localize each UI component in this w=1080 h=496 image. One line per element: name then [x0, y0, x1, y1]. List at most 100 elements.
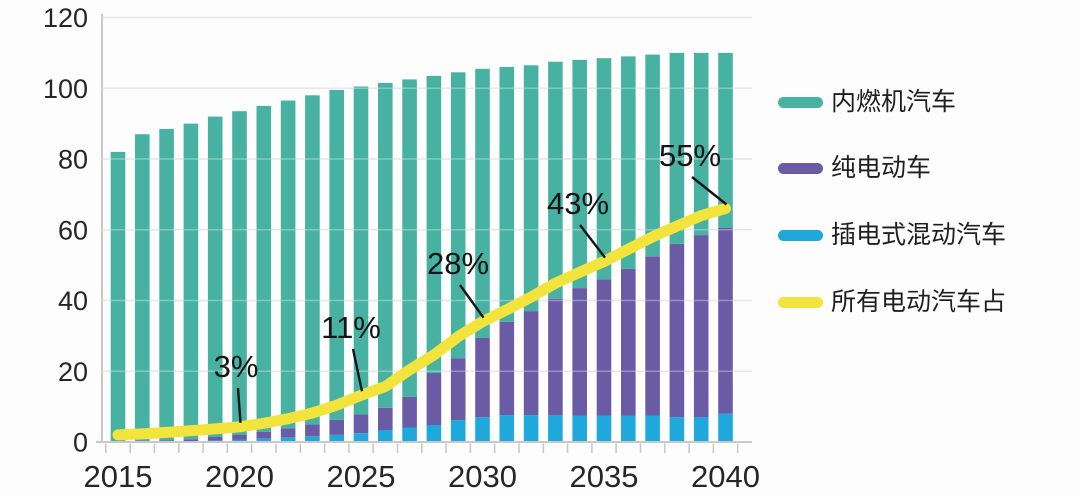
y-tick-label-80: 80: [58, 145, 88, 175]
bar-segment-内燃机汽车-2016: [135, 134, 150, 441]
bar-segment-插电式混动汽车-2026: [378, 430, 393, 442]
bar-segment-内燃机汽车-2028: [426, 75, 442, 374]
annotation-pointer-3%: [236, 387, 242, 423]
bar-segment-内燃机汽车-2015: [110, 151, 126, 442]
bars: [110, 52, 733, 442]
bar-segment-插电式混动汽车-2035: [596, 415, 612, 442]
x-tick-label-2020: 2020: [205, 459, 274, 494]
legend-label-ev-share: 所有电动汽车占: [831, 288, 1007, 316]
y-tick-label-40: 40: [58, 286, 88, 316]
bar-segment-插电式混动汽车-2037: [645, 415, 660, 442]
legend-label-ice: 内燃机汽车: [831, 88, 957, 116]
bar-segment-插电式混动汽车-2038: [669, 417, 685, 442]
annotation-label-43%: 43%: [547, 186, 609, 221]
ev-share-line: [112, 203, 731, 441]
bar-segment-内燃机汽车-2031: [499, 67, 515, 322]
bar-segment-插电式混动汽车-2027: [402, 427, 417, 442]
bar-segment-纯电动车-2030: [475, 338, 490, 418]
bar-segment-纯电动车-2029: [450, 358, 466, 421]
bar-segment-纯电动车-2018: [183, 439, 199, 442]
legend-item-ev-share: 所有电动汽车占: [778, 290, 1006, 315]
bar-segment-内燃机汽车-2033: [548, 61, 563, 299]
bar-segment-插电式混动汽车-2030: [475, 417, 490, 442]
bar-segment-内燃机汽车-2039: [693, 52, 709, 236]
bar-segment-纯电动车-2037: [645, 256, 660, 416]
bar-segment-纯电动车-2034: [572, 288, 587, 416]
bar-segment-纯电动车-2026: [378, 407, 393, 430]
bar-segment-插电式混动汽车-2028: [426, 425, 442, 442]
bar-segment-插电式混动汽车-2036: [621, 415, 636, 442]
legend-item-phev: 插电式混动汽车: [778, 223, 1006, 248]
y-tick-label-0: 0: [73, 428, 88, 458]
bar-segment-内燃机汽车-2025: [353, 86, 369, 415]
bar-segment-纯电动车-2039: [693, 235, 709, 418]
x-axis-labels: 2015 2020 2025 2030 2035 2040: [84, 459, 760, 494]
bar-segment-纯电动车-2017: [159, 440, 174, 442]
annotations: 3% 11% 28% 43% 55%: [214, 138, 728, 423]
bar-segment-插电式混动汽车-2034: [572, 415, 587, 442]
bar-segment-内燃机汽车-2026: [378, 82, 393, 408]
legend-label-bev: 纯电动车: [831, 154, 932, 182]
bar-segment-内燃机汽车-2027: [402, 79, 417, 397]
legend-label-phev: 插电式混动汽车: [831, 221, 1007, 249]
bar-segment-插电式混动汽车-2029: [450, 420, 466, 442]
bar-segment-内燃机汽车-2032: [523, 65, 539, 312]
bar-segment-内燃机汽车-2036: [621, 56, 636, 269]
bar-segment-纯电动车-2021: [256, 431, 272, 439]
bar-segment-插电式混动汽车-2032: [523, 415, 539, 442]
bar-segment-纯电动车-2031: [499, 321, 515, 416]
annotation-label-28%: 28%: [427, 246, 489, 281]
bar-segment-纯电动车-2033: [548, 298, 563, 416]
annotation-label-3%: 3%: [214, 349, 259, 384]
bar-segment-插电式混动汽车-2031: [499, 415, 515, 442]
y-axis-labels: 0 20 40 60 80 100 120: [43, 3, 88, 458]
annotation-label-55%: 55%: [659, 138, 721, 173]
annotation-pointer-28%: [459, 284, 485, 319]
annotation-pointer-43%: [579, 224, 606, 259]
y-tick-label-60: 60: [58, 215, 88, 245]
phev-swatch: [778, 230, 823, 241]
bev-swatch: [778, 163, 823, 174]
bar-segment-内燃机汽车-2034: [572, 59, 587, 289]
x-tick-label-2035: 2035: [570, 459, 639, 494]
annotation-pointer-55%: [691, 176, 728, 206]
bar-segment-纯电动车-2019: [207, 437, 223, 441]
bar-segment-纯电动车-2036: [621, 268, 636, 416]
bar-segment-插电式混动汽车-2023: [305, 436, 320, 442]
y-tick-label-120: 120: [43, 3, 88, 33]
x-tick-label-2040: 2040: [691, 459, 760, 494]
bar-segment-内燃机汽车-2029: [450, 72, 466, 359]
bar-segment-纯电动车-2022: [280, 428, 296, 438]
bar-segment-插电式混动汽车-2020: [232, 439, 247, 442]
bar-segment-插电式混动汽车-2039: [693, 417, 709, 442]
bar-segment-纯电动车-2040: [718, 228, 733, 414]
bar-segment-内燃机汽车-2019: [207, 116, 223, 438]
bar-segment-内燃机汽车-2030: [475, 68, 490, 339]
ev-share-line-swatch: [778, 297, 823, 308]
bar-segment-内燃机汽车-2035: [596, 58, 612, 280]
bar-segment-纯电动车-2038: [669, 243, 685, 418]
bar-segment-插电式混动汽车-2024: [329, 434, 344, 442]
bar-segment-内燃机汽车-2018: [183, 123, 199, 440]
bar-segment-内燃机汽车-2017: [159, 128, 174, 441]
bar-segment-内燃机汽车-2021: [256, 105, 272, 432]
x-tick-label-2030: 2030: [448, 459, 517, 494]
gridline-overlays: [102, 16, 752, 372]
annotation-pointer-11%: [351, 348, 364, 392]
bar-segment-纯电动车-2020: [232, 434, 247, 440]
legend-item-bev: 纯电动车: [778, 156, 931, 181]
bar-segment-内燃机汽车-2020: [232, 111, 247, 435]
bar-segment-内燃机汽车-2037: [645, 54, 660, 257]
legend-item-ice: 内燃机汽车: [778, 90, 956, 115]
bar-segment-纯电动车-2027: [402, 396, 417, 428]
bar-segment-纯电动车-2025: [353, 414, 369, 434]
bar-segment-纯电动车-2032: [523, 311, 539, 416]
legend: 内燃机汽车 纯电动车 插电式混动汽车 所有电动汽车占: [778, 0, 1078, 340]
bar-segment-插电式混动汽车-2040: [718, 413, 733, 442]
y-tick-label-100: 100: [43, 74, 88, 104]
bar-segment-内燃机汽车-2024: [329, 90, 344, 420]
bar-segment-纯电动车-2028: [426, 373, 442, 425]
bar-segment-内燃机汽车-2038: [669, 52, 685, 244]
